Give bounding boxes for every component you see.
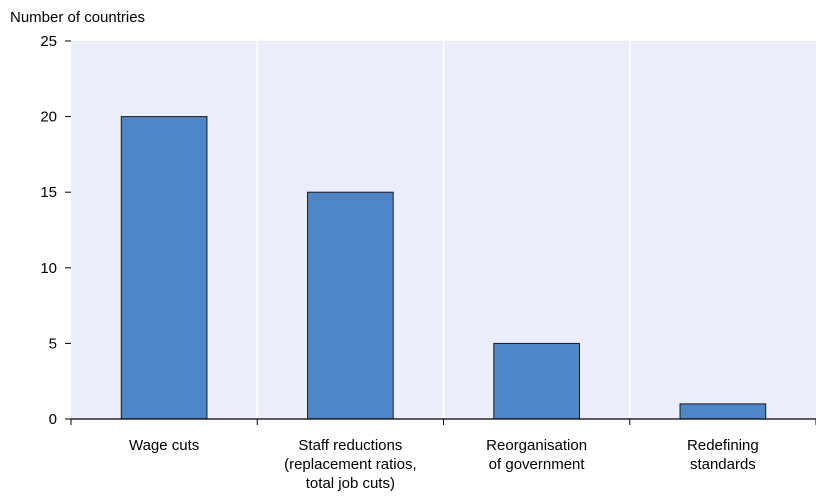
- y-tick-label: 10: [40, 260, 57, 277]
- x-axis-ticks: [70, 419, 816, 425]
- x-tick-label-line: of government: [489, 456, 586, 473]
- grid-lines: [256, 41, 631, 419]
- x-tick-label: Reorganisation of government: [486, 437, 587, 473]
- x-tick-label: Redefining standards: [687, 437, 759, 473]
- x-tick-label: Staff reductions (replacement ratios, tota…: [284, 437, 417, 492]
- x-tick-label-line: (replacement ratios,: [284, 456, 417, 473]
- x-tick-label-line: Staff reductions: [298, 437, 402, 454]
- x-tick-label-line: Redefining: [687, 437, 759, 454]
- x-tick-label-line: total job cuts): [306, 475, 395, 492]
- bar: [120, 116, 208, 420]
- x-tick-label-line: standards: [690, 456, 756, 473]
- x-tick-label-line: Reorganisation: [486, 437, 587, 454]
- y-tick-label: 25: [40, 33, 57, 50]
- y-axis-ticks: 0 5 10 15 20 25: [40, 33, 71, 428]
- y-tick-label: 15: [40, 184, 57, 201]
- y-tick-label: 5: [49, 335, 57, 352]
- bar: [493, 342, 580, 420]
- y-tick-label: 20: [40, 109, 57, 126]
- y-axis-title: Number of countries: [10, 9, 146, 26]
- x-axis-labels: Wage cuts Staff reductions (replacement ra…: [129, 437, 759, 492]
- y-tick-label: 0: [49, 411, 57, 428]
- bar: [307, 191, 394, 420]
- bars: [120, 116, 767, 420]
- x-tick-label: Wage cuts: [129, 437, 199, 454]
- x-tick-label-line: Wage cuts: [129, 437, 199, 454]
- bar: [679, 403, 767, 420]
